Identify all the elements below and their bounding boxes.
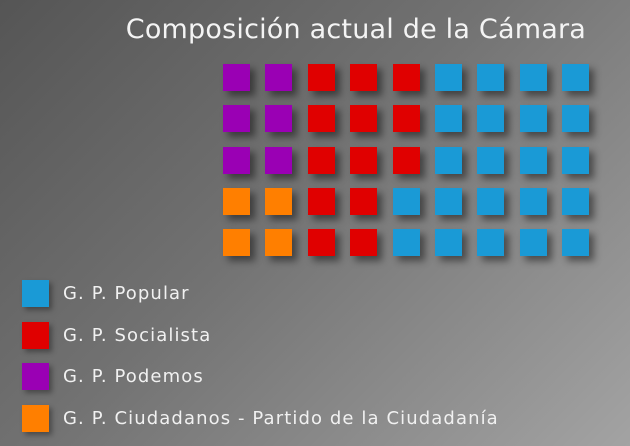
seat-podemos [223,64,250,91]
legend-item-popular: G. P. Popular [22,280,499,307]
legend-label-ciudadanos: G. P. Ciudadanos - Partido de la Ciudada… [63,407,499,429]
seat-podemos [265,64,293,91]
seat-popular [392,229,420,257]
seat-socialista [350,105,378,133]
seat-socialista [392,64,420,91]
chart-legend: G. P. Popular G. P. Socialista G. P. Pod… [22,280,499,446]
legend-label-socialista: G. P. Socialista [63,324,212,346]
seat-popular [519,105,547,133]
chart-title: Composición actual de la Cámara [125,14,586,45]
seat-ciudadanos [265,187,293,215]
seat-ciudadanos [265,229,293,257]
seat-popular [477,229,505,257]
seat-socialista [307,229,335,257]
seat-ciudadanos [223,229,250,257]
seat-popular [562,146,590,174]
seat-popular [519,187,547,215]
seat-popular [477,105,505,133]
seat-popular [435,229,462,257]
legend-label-popular: G. P. Popular [63,283,190,304]
seat-ciudadanos [223,187,250,215]
seat-socialista [392,105,420,133]
legend-item-podemos: G. P. Podemos [22,363,499,390]
seat-socialista [392,146,420,174]
seat-popular [477,64,505,91]
seat-waffle [223,64,590,257]
seat-popular [435,146,462,174]
seat-podemos [265,146,293,174]
seat-popular [562,187,590,215]
seat-socialista [307,187,335,215]
seat-popular [519,229,547,257]
seat-popular [562,229,590,257]
seat-socialista [350,187,378,215]
seat-socialista [307,146,335,174]
legend-item-socialista: G. P. Socialista [22,321,499,349]
legend-swatch-podemos [22,363,49,390]
seat-popular [562,105,590,133]
legend-label-podemos: G. P. Podemos [63,366,204,387]
seat-popular [435,105,462,133]
seat-popular [392,187,420,215]
seat-podemos [223,105,250,133]
seat-popular [519,64,547,91]
seat-popular [435,187,462,215]
seat-popular [477,146,505,174]
seat-popular [562,64,590,91]
legend-swatch-ciudadanos [22,404,49,432]
seat-popular [477,187,505,215]
seat-popular [519,146,547,174]
legend-item-ciudadanos: G. P. Ciudadanos - Partido de la Ciudada… [22,404,499,432]
seat-socialista [350,229,378,257]
seat-popular [435,64,462,91]
legend-swatch-popular [22,280,49,307]
seat-socialista [350,64,378,91]
seat-podemos [265,105,293,133]
legend-swatch-socialista [22,321,49,349]
seat-socialista [350,146,378,174]
seat-socialista [307,105,335,133]
seat-socialista [307,64,335,91]
seat-podemos [223,146,250,174]
